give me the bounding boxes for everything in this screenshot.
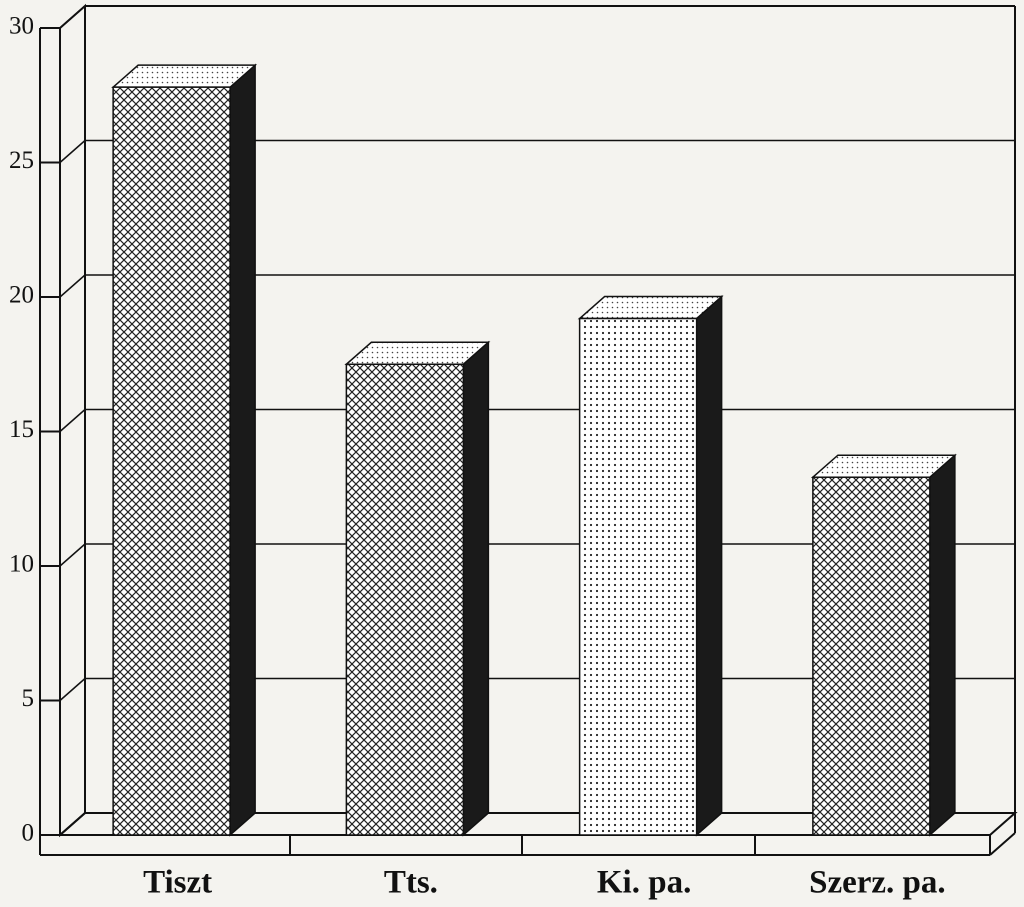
grid-line	[59, 543, 86, 567]
y-tick-label: 5	[22, 685, 35, 712]
bar-side	[229, 63, 256, 837]
y-tick-label: 30	[9, 13, 34, 40]
bar-top	[344, 341, 491, 365]
bar	[345, 363, 465, 836]
y-tick-label: 10	[9, 551, 34, 578]
y-tick-label: 0	[22, 820, 35, 847]
grid-line	[59, 5, 86, 29]
bar-side	[462, 340, 490, 837]
floor-edge	[989, 832, 1016, 856]
bar	[578, 317, 698, 836]
grid-line	[59, 139, 86, 164]
x-tick-label: Tts.	[384, 865, 438, 901]
bar-side	[929, 453, 956, 837]
bar-side	[695, 294, 723, 837]
grid-line	[59, 677, 86, 702]
x-tick-label: Ki. pa.	[597, 865, 691, 901]
bar-top	[577, 295, 724, 320]
y-tick-label: 25	[9, 147, 34, 174]
x-tick-label: Szerz. pa.	[809, 865, 946, 901]
grid-line	[59, 274, 86, 298]
grid-line	[59, 812, 86, 836]
bar-top	[810, 454, 957, 478]
bar	[112, 86, 231, 836]
y-tick-label: 20	[9, 282, 34, 309]
x-tick-label: Tiszt	[143, 865, 212, 901]
bar	[812, 476, 931, 836]
bar-top	[111, 64, 258, 88]
y-tick-label: 15	[9, 416, 34, 443]
grid-line	[59, 408, 86, 433]
